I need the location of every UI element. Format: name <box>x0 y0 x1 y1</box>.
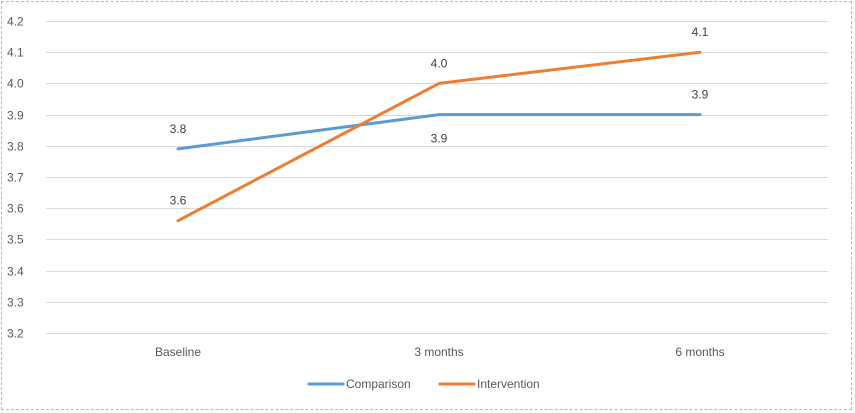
y-tick-label-8: 4.0 <box>7 77 24 91</box>
legend: Comparison Intervention <box>307 377 540 391</box>
data-label-intervention-1: 4.0 <box>431 56 448 70</box>
data-labels: 3.8 3.9 3.9 3.6 4.0 4.1 <box>170 25 709 207</box>
legend-label-comparison: Comparison <box>346 377 411 391</box>
x-tick-label-0: Baseline <box>155 345 201 359</box>
y-tick-label-9: 4.1 <box>7 46 24 60</box>
legend-label-intervention: Intervention <box>477 377 540 391</box>
x-axis: Baseline 3 months 6 months <box>155 345 725 359</box>
series-line-comparison <box>176 113 702 151</box>
y-tick-label-0: 3.2 <box>7 327 24 341</box>
y-tick-label-2: 3.4 <box>7 265 24 279</box>
data-label-comparison-2: 3.9 <box>692 88 709 102</box>
series-line-intervention <box>176 50 702 223</box>
y-tick-label-4: 3.6 <box>7 202 24 216</box>
y-tick-label-6: 3.8 <box>7 140 24 154</box>
y-tick-label-10: 4.2 <box>7 15 24 29</box>
data-label-comparison-0: 3.8 <box>170 122 187 136</box>
data-label-intervention-2: 4.1 <box>692 25 709 39</box>
data-label-intervention-0: 3.6 <box>170 194 187 208</box>
x-tick-label-2: 6 months <box>675 345 724 359</box>
y-tick-label-3: 3.5 <box>7 233 24 247</box>
y-tick-label-5: 3.7 <box>7 171 24 185</box>
y-tick-label-1: 3.3 <box>7 296 24 310</box>
data-label-comparison-1: 3.9 <box>431 132 448 146</box>
series-lines <box>176 50 702 223</box>
x-tick-label-1: 3 months <box>414 345 463 359</box>
y-tick-label-7: 3.9 <box>7 109 24 123</box>
y-axis: 3.2 3.3 3.4 3.5 3.6 3.7 3.8 3.9 4.0 4.1 4.2 <box>7 15 24 341</box>
